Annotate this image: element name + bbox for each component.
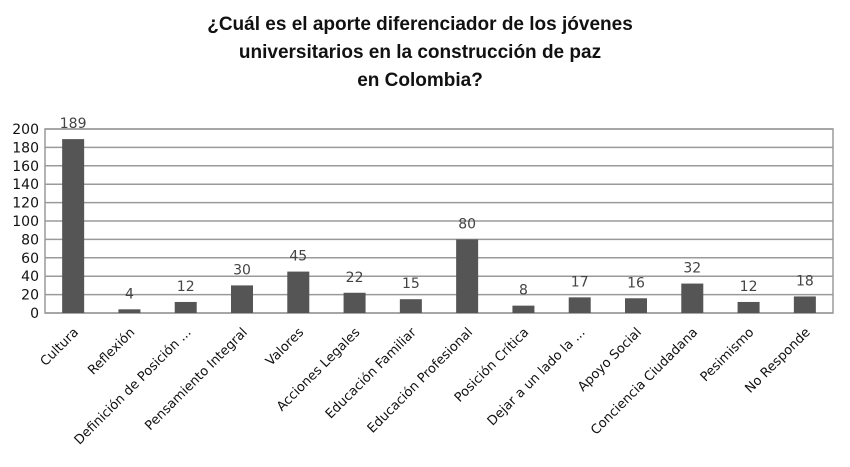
chart-title: ¿Cuál es el aporte diferenciador de los … xyxy=(207,14,633,91)
bar xyxy=(118,309,141,313)
y-tick-label: 60 xyxy=(21,251,39,267)
bar xyxy=(456,239,479,313)
y-tick-label: 100 xyxy=(12,214,39,230)
y-tick-label: 180 xyxy=(12,140,39,156)
bar xyxy=(793,296,816,313)
data-label: 8 xyxy=(519,283,528,299)
chart-title-line-1: ¿Cuál es el aporte diferenciador de los … xyxy=(207,14,633,35)
x-category-label: Educación Profesional xyxy=(365,325,476,436)
bar xyxy=(681,283,704,313)
bar xyxy=(343,292,366,313)
y-tick-label: 140 xyxy=(12,177,39,193)
chart-title-line-3: en Colombia? xyxy=(357,70,483,91)
bar xyxy=(625,298,647,313)
x-category-label: Valores xyxy=(263,325,307,369)
y-tick-label: 80 xyxy=(21,232,39,248)
bar xyxy=(174,301,197,313)
bar xyxy=(737,301,760,313)
bar xyxy=(568,297,591,313)
bar xyxy=(399,299,422,313)
data-label: 18 xyxy=(796,273,814,289)
x-category-label: Pesimismo xyxy=(698,325,758,385)
bar xyxy=(62,139,85,313)
y-tick-label: 200 xyxy=(12,122,39,138)
bar xyxy=(512,305,535,313)
x-category-label: Definición de Posición ... xyxy=(72,325,195,448)
data-label: 32 xyxy=(683,261,701,277)
data-label: 16 xyxy=(627,275,645,291)
y-axis: 0 20 40 60 80 100 120 140 160 180 200 xyxy=(12,122,39,322)
data-label: 12 xyxy=(177,279,195,295)
x-category-label: Cultura xyxy=(38,325,82,369)
bar xyxy=(287,271,310,313)
y-tick-label: 160 xyxy=(12,159,39,175)
x-category-label: Conciencia Ciudadana xyxy=(588,325,701,438)
data-label: 189 xyxy=(60,116,87,132)
chart-title-line-2: universitarios en la construcción de paz xyxy=(239,42,601,63)
data-label: 12 xyxy=(740,279,758,295)
data-label: 80 xyxy=(458,216,476,232)
x-category-label: Pensamiento Integral xyxy=(142,325,250,433)
data-label: 17 xyxy=(571,274,589,290)
y-tick-label: 0 xyxy=(30,306,39,322)
y-tick-label: 20 xyxy=(21,288,39,304)
data-label: 4 xyxy=(125,286,134,302)
gridlines xyxy=(45,128,833,314)
x-category-label: Reflexión xyxy=(85,325,138,378)
x-category-label: Dejar a un lado la ... xyxy=(485,325,589,429)
bars xyxy=(62,139,816,313)
data-label: 15 xyxy=(402,276,420,292)
data-labels: 189 4 12 30 45 22 15 80 8 17 16 32 12 18 xyxy=(60,116,814,302)
y-tick-label: 120 xyxy=(12,196,39,212)
bar xyxy=(231,285,253,313)
data-label: 22 xyxy=(346,270,364,286)
y-tick-label: 40 xyxy=(21,269,39,285)
data-label: 30 xyxy=(233,262,251,278)
data-label: 45 xyxy=(289,249,307,265)
